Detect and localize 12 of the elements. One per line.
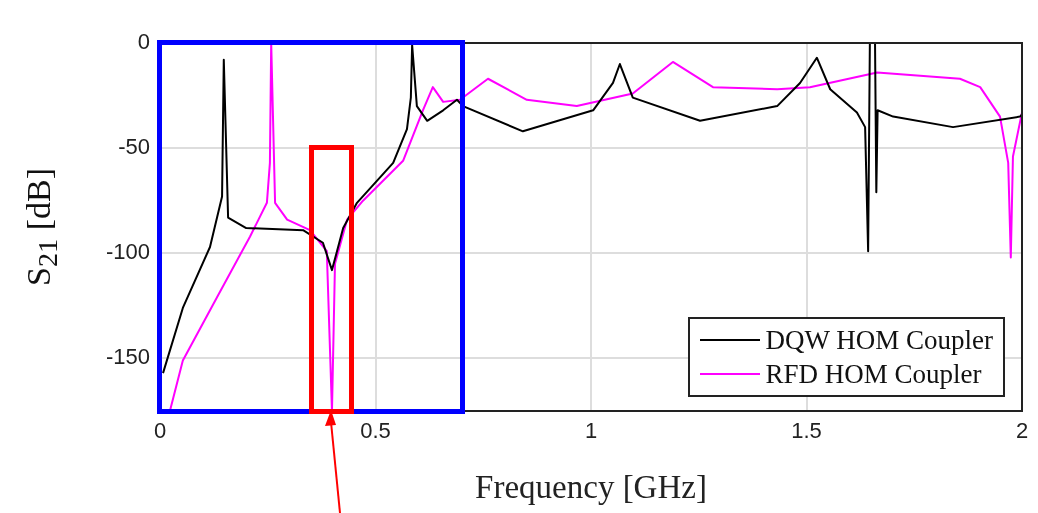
x-tick-label: 2 bbox=[1015, 418, 1029, 444]
y-tick-label: -150 bbox=[105, 344, 150, 370]
legend-label: DQW HOM Coupler bbox=[765, 324, 993, 357]
x-tick-label: 0.5 bbox=[360, 418, 391, 444]
x-axis-title: Frequency [GHz] bbox=[475, 468, 707, 505]
y-tick-label: -50 bbox=[118, 134, 150, 160]
legend-label: RFD HOM Coupler bbox=[765, 358, 982, 391]
y-tick-label: 0 bbox=[137, 29, 150, 55]
x-tick-label: 0 bbox=[153, 418, 167, 444]
x-tick-label: 1.5 bbox=[791, 418, 822, 444]
y-tick-label: -100 bbox=[105, 239, 150, 265]
x-tick-label: 1 bbox=[584, 418, 598, 444]
